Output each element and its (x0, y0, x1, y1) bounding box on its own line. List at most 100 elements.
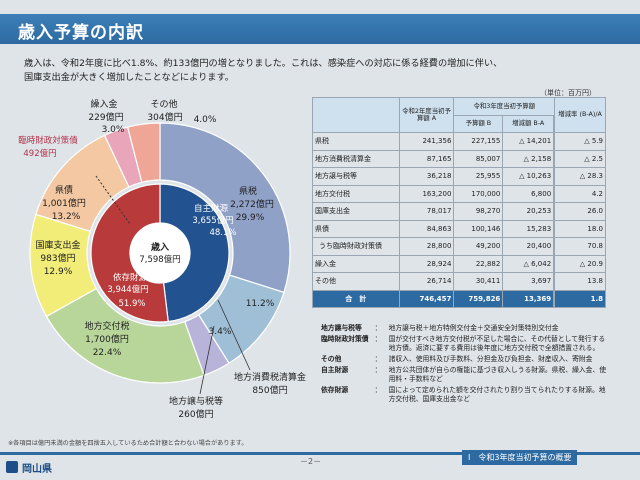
slice-name: 地方消費税清算金 (234, 371, 306, 383)
row-label: 地方消費税清算金 (312, 149, 400, 168)
cell-r2: 28,800 (398, 237, 455, 256)
definition-row: その他 ： 諸収入、使用料及び手数料、分担金及び負担金、財産収入、寄附金 (318, 354, 614, 365)
cell-diff: 6,800 (502, 184, 555, 203)
definition-text: 地方公共団体が自らの権能に基づき収入しうる財源。県税、繰入金、使用料・手数料など (388, 366, 607, 383)
slice-percent: 29.9% (236, 213, 265, 223)
slice-percent: 11.2% (246, 299, 275, 309)
cell-r2: 84,863 (398, 219, 455, 238)
total-rate: 1.8 (554, 289, 606, 308)
cell-r3: 22,882 (453, 254, 504, 273)
cell-rate: △ 5.9 (554, 132, 606, 151)
table-row: 地方交付税 163,200 170,000 6,800 4.2 (312, 184, 606, 203)
table-row: 県税 241,356 227,155 △ 14,201 △ 5.9 (312, 132, 606, 151)
definition-row: 自主財源 ： 地方公共団体が自らの権能に基づき収入しうる財源。県税、繰入金、使用… (318, 365, 614, 385)
cell-r2: 241,356 (398, 132, 455, 151)
slice-percent: 12.9% (44, 267, 73, 277)
cell-r3: 49,200 (453, 237, 504, 256)
row-label: 地方交付税 (312, 184, 400, 203)
cell-rate: 4.2 (554, 184, 606, 203)
slice-amount: 850億円 (252, 384, 287, 396)
cell-diff: 20,253 (502, 202, 555, 221)
cell-rate: △ 20.9 (554, 254, 606, 273)
inner-label: 依存財源 (113, 272, 148, 283)
cell-rate: 18.0 (554, 219, 606, 238)
table-row: 県債 84,863 100,146 15,283 18.0 (312, 219, 606, 238)
page-number: －2－ (300, 457, 322, 466)
row-label: その他 (312, 272, 400, 291)
cell-r3: 30,411 (453, 272, 504, 291)
pie-slice-7 (126, 122, 161, 184)
slice-amount: 304億円 (147, 111, 182, 123)
table-row: その他 26,714 30,411 3,697 13.8 (312, 272, 606, 291)
definition-text: 地方譲与税＋地方特例交付金＋交通安全対策特別交付金 (388, 324, 559, 332)
cell-rate: △ 2.5 (554, 149, 606, 168)
definition-row: 臨時財政対策債 ： 国が交付すべき地方交付税が不足した場合に、その代替として発行… (318, 334, 614, 354)
definition-text: 国が交付すべき地方交付税が不足した場合に、その代替として発行する地方債。返済に要… (388, 335, 606, 352)
center-label: 歳入 (150, 241, 169, 253)
inner-amount: 3,655億円 (192, 215, 233, 226)
intro-line-1: 歳入は、令和2年度に比べ1.8%、約133億円の増となりました。これは、感染症へ… (24, 58, 503, 69)
header-r3-amount: 予算額 B (453, 114, 504, 133)
footer-band (0, 452, 640, 455)
definitions-table: 地方譲与税等 ： 地方譲与税＋地方特例交付金＋交通安全対策特別交付金 臨時財政対… (318, 323, 614, 405)
table-row: うち臨時財政対策債 28,800 49,200 20,400 70.8 (312, 237, 606, 256)
slice-percent: 4.0% (194, 115, 217, 125)
header-r3: 令和3年度当初予算額 (453, 97, 556, 116)
inner-amount: 3,944億円 (107, 284, 148, 295)
cell-diff: △ 2,158 (502, 149, 555, 168)
row-label: 地方譲与税等 (312, 167, 400, 186)
definition-text: 国によって定められた額を交付されたり割り当てられたりする財源。地方交付税、国庫支… (388, 386, 606, 403)
row-label: うち臨時財政対策債 (312, 237, 400, 256)
cell-diff: △ 10,263 (502, 167, 555, 186)
total-r2: 746,457 (398, 289, 455, 308)
cell-rate: 70.8 (554, 237, 606, 256)
slice-percent: 13.2% (52, 212, 81, 222)
cell-rate: △ 28.3 (554, 167, 606, 186)
slice-name: 国庫支出金 (35, 239, 80, 251)
section-label: Ⅰ 令和3年度当初予算の概要 (462, 450, 578, 465)
leader-line (199, 325, 215, 395)
slice-name: 地方交付税 (84, 320, 129, 332)
cell-diff: 20,400 (502, 237, 555, 256)
cell-r2: 26,714 (398, 272, 455, 291)
cell-r2: 163,200 (398, 184, 455, 203)
cell-diff: 15,283 (502, 219, 555, 238)
row-label: 国庫支出金 (312, 202, 400, 221)
table-row: 国庫支出金 78,017 98,270 20,253 26.0 (312, 202, 606, 221)
header-r2: 令和2年度当初予算額 A (398, 97, 455, 133)
sub-label-name: 臨時財政対策債 (18, 135, 78, 146)
slice-name: 県債 (55, 184, 73, 196)
slice-name: 地方譲与税等 (169, 395, 223, 407)
prefecture-logo-icon (6, 461, 18, 473)
total-r3: 759,826 (453, 289, 504, 308)
donut-center (130, 223, 190, 283)
pie-slice-3 (45, 287, 205, 384)
slice-name: 県税 (239, 185, 257, 197)
pie-slice-0 (159, 122, 291, 294)
sub-label-amount: 492億円 (23, 148, 56, 159)
page-title: 歳入予算の内訳 (18, 23, 144, 43)
slice-name: 繰入金 (90, 98, 117, 110)
inner-percent: 51.9% (118, 299, 145, 309)
total-label: 合 計 (312, 289, 400, 308)
cell-r2: 87,165 (398, 149, 455, 168)
cell-diff: 3,697 (502, 272, 555, 291)
cell-r2: 36,218 (398, 167, 455, 186)
leader-line (217, 299, 251, 371)
definition-term: 自主財源 (321, 366, 349, 374)
slice-percent: 3.4% (209, 327, 232, 337)
cell-r3: 100,146 (453, 219, 504, 238)
sub-divider (95, 175, 131, 225)
row-label: 県税 (312, 132, 400, 151)
definition-term: 臨時財政対策債 (321, 335, 369, 343)
header-diff: 増減額 B-A (502, 114, 555, 133)
definition-term: 依存財源 (321, 386, 349, 394)
definition-term: 地方譲与税等 (321, 324, 362, 332)
cell-r3: 25,955 (453, 167, 504, 186)
cell-r2: 28,924 (398, 254, 455, 273)
row-label: 県債 (312, 219, 400, 238)
definition-row: 地方譲与税等 ： 地方譲与税＋地方特例交付金＋交通安全対策特別交付金 (318, 323, 614, 334)
table-row: 地方譲与税等 36,218 25,955 △ 10,263 △ 28.3 (312, 167, 606, 186)
